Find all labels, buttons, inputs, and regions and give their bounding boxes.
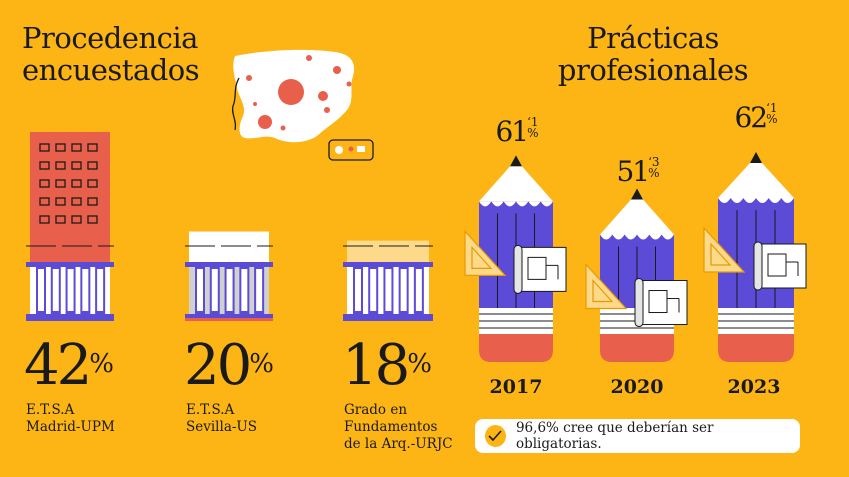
window (87, 215, 98, 224)
base-line (26, 318, 114, 321)
building-sevilla (185, 231, 273, 321)
lintel (343, 262, 433, 267)
window (55, 143, 66, 152)
pencil-scallop-over (718, 198, 794, 203)
blueprint-icon (757, 243, 807, 289)
set-square-icon (464, 229, 507, 276)
blueprint-roll (513, 244, 523, 294)
pencil-2020 (585, 188, 688, 362)
building-madrid (26, 132, 114, 321)
lintel (26, 262, 114, 267)
window (71, 179, 82, 188)
value-label-2020: 51‘3% (616, 155, 660, 188)
lintel (185, 262, 273, 267)
building-body-urjc (347, 240, 429, 266)
window (71, 161, 82, 170)
blueprint-room (648, 290, 668, 314)
value-label-urjc: 18% (342, 333, 432, 398)
pencil-scallop-over (600, 234, 674, 240)
blueprint-roll (753, 241, 763, 291)
window (87, 179, 98, 188)
column-highlight (241, 269, 248, 311)
window (55, 161, 66, 170)
column-highlight (415, 269, 422, 311)
category-label-sevilla: E.T.S.A Sevilla-US (186, 402, 258, 435)
value-label-sevilla: 20% (184, 333, 274, 398)
set-square-inner (710, 242, 732, 266)
note-box: 96,6% cree que deberían ser obligatorias… (475, 419, 800, 453)
column-highlight (197, 269, 203, 311)
base-line (185, 318, 273, 321)
blueprint-room (527, 256, 547, 280)
column-highlight (370, 269, 377, 311)
window (71, 215, 82, 224)
window (55, 197, 66, 206)
pencil-scallop-over (479, 201, 553, 207)
building-urjc (343, 240, 433, 321)
base-line (343, 318, 433, 321)
buildings-chart (26, 132, 433, 321)
pencil-2017 (464, 155, 567, 362)
window (39, 197, 50, 206)
column-highlight (385, 269, 392, 311)
column-highlight (82, 269, 89, 311)
left-title: Procedencia encuestados (22, 21, 200, 87)
pencil-2023 (703, 152, 807, 362)
pencil-cone (600, 199, 674, 235)
window (39, 215, 50, 224)
window (87, 143, 98, 152)
set-square-inner (471, 245, 493, 269)
window (87, 161, 98, 170)
pencil-tip (510, 155, 522, 167)
window (71, 143, 82, 152)
window (71, 197, 82, 206)
window (55, 215, 66, 224)
base-step (26, 314, 114, 318)
column-highlight (67, 269, 74, 311)
column-highlight (52, 269, 59, 311)
right-title: Prácticas profesionales (557, 21, 749, 87)
base-step (343, 314, 433, 318)
pencil-eraser (479, 334, 553, 362)
pencils-chart (464, 152, 807, 362)
category-label-2023: 2023 (727, 376, 781, 398)
category-label-urjc: Grado en Fundamentos de la Arq.-URJC (344, 402, 453, 452)
column-highlight (211, 269, 218, 311)
category-label-madrid: E.T.S.A Madrid-UPM (26, 402, 115, 435)
column-highlight (400, 269, 407, 311)
blueprint-icon (517, 246, 567, 292)
building-body-sevilla (189, 231, 269, 266)
pencil-cone (479, 166, 553, 202)
value-label-2017: 61‘1% (495, 115, 539, 148)
set-square-inner (592, 278, 614, 303)
column-highlight (97, 269, 104, 311)
window (87, 197, 98, 206)
window (39, 161, 50, 170)
window (39, 143, 50, 152)
spain-map-icon (231, 49, 374, 161)
value-label-2023: 62‘1% (734, 101, 778, 134)
blueprint-icon (638, 280, 688, 326)
pencil-cone (718, 163, 794, 198)
base-step (185, 314, 273, 318)
category-label-2020: 2020 (610, 376, 664, 398)
column-highlight (256, 269, 263, 311)
value-label-madrid: 42% (24, 333, 114, 398)
category-label-2017: 2017 (489, 376, 543, 398)
set-square-icon (703, 226, 746, 273)
pencil-tip (750, 152, 762, 163)
set-square-icon (585, 262, 628, 310)
window (55, 179, 66, 188)
window (39, 179, 50, 188)
note-text: 96,6% cree que deberían ser obligatorias… (515, 420, 714, 452)
blueprint-roll (634, 278, 644, 328)
column-highlight (226, 269, 233, 311)
check-icon (485, 425, 506, 447)
column-highlight (38, 269, 44, 311)
pencil-eraser (600, 334, 674, 362)
blueprint-room (767, 253, 787, 277)
pencil-tip (631, 188, 643, 200)
pencil-eraser (718, 334, 794, 362)
column-highlight (355, 269, 361, 311)
